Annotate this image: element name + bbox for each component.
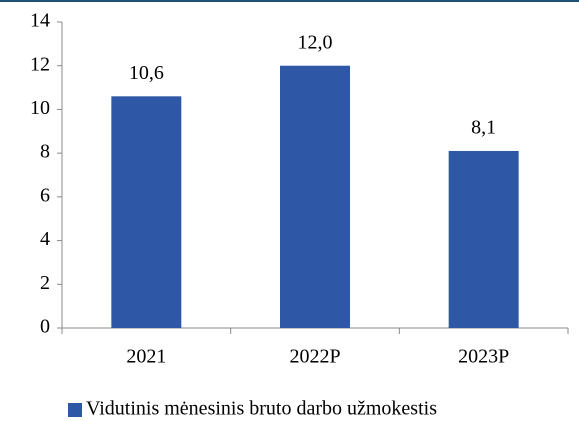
y-tick-label: 14 [30,10,50,32]
top-border [0,0,579,2]
data-label: 8,1 [471,117,496,139]
x-tick-label: 2022P [289,346,340,368]
y-tick-label: 2 [40,272,50,294]
legend-swatch [68,403,82,417]
data-label: 12,0 [298,31,333,53]
bar [111,96,182,328]
bar [448,150,519,328]
x-tick-label: 2021 [126,346,166,368]
y-tick-label: 12 [30,53,50,75]
x-tick-label: 2023P [458,346,509,368]
y-tick-label: 4 [40,228,50,250]
y-tick-label: 10 [30,97,50,119]
y-tick-label: 6 [40,184,50,206]
data-label: 10,6 [129,62,164,84]
legend-label: Vidutinis mėnesinis bruto darbo užmokest… [86,398,437,420]
y-tick-label: 0 [40,316,50,338]
y-tick-label: 8 [40,141,50,163]
bar [280,65,350,328]
